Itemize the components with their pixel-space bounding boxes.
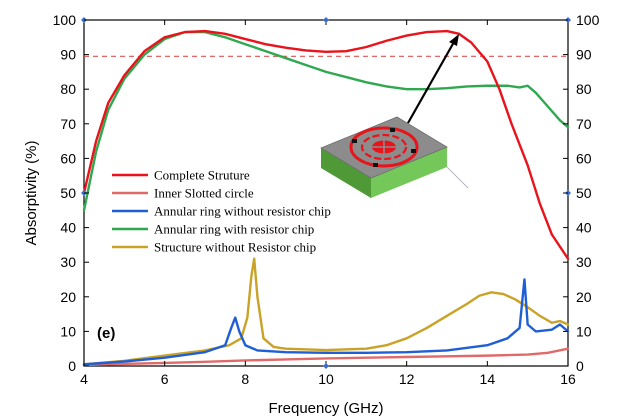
y-tick-label-left: 30 (60, 254, 76, 270)
series-line-3 (82, 30, 570, 212)
y-tick-label-right: 0 (576, 358, 584, 374)
y-tick-label-right: 40 (576, 220, 592, 236)
series-line-0 (82, 29, 570, 260)
series-layer (82, 29, 570, 367)
y-tick-label-right: 10 (576, 323, 592, 339)
axis-marker (323, 363, 329, 369)
x-tick-label: 14 (480, 371, 496, 387)
y-tick-label-left: 70 (60, 116, 76, 132)
legend-label: Structure without Resistor chip (154, 240, 316, 255)
series-line-1 (82, 347, 570, 367)
y-tick-label-left: 10 (60, 323, 76, 339)
y-tick-label-right: 30 (576, 254, 592, 270)
y-tick-label-left: 100 (53, 12, 77, 28)
inset-resistor-chip-4 (373, 163, 378, 167)
x-tick-label: 8 (241, 371, 249, 387)
inset-resistor-chip-2 (411, 149, 416, 153)
y-tick-label-right: 70 (576, 116, 592, 132)
inset-outer-ring (349, 126, 419, 168)
x-tick-label: 12 (399, 371, 415, 387)
structure-inset-image (320, 116, 469, 198)
y-tick-label-left: 90 (60, 47, 76, 63)
legend-label: Annular ring with resistor chip (154, 222, 314, 237)
y-tick-label-right: 100 (576, 12, 600, 28)
x-axis-title: Frequency (GHz) (268, 400, 383, 417)
inset-resistor-chip-3 (390, 128, 395, 132)
y-tick-label-right: 20 (576, 289, 592, 305)
y-tick-label-left: 60 (60, 150, 76, 166)
y-tick-label-left: 40 (60, 220, 76, 236)
y-tick-label-left: 20 (60, 289, 76, 305)
x-tick-label: 16 (560, 371, 576, 387)
y-tick-label-left: 0 (68, 358, 76, 374)
y-tick-label-left: 80 (60, 81, 76, 97)
y-tick-label-right: 50 (576, 185, 592, 201)
y-tick-label-right: 80 (576, 81, 592, 97)
inset-right-face (371, 147, 447, 198)
inset-axis-line (446, 166, 469, 189)
legend-label: Inner Slotted circle (154, 186, 254, 201)
legend-label: Annular ring without resistor chip (154, 204, 331, 219)
inset-resistor-chip-1 (352, 139, 357, 143)
series-line-2 (82, 278, 570, 366)
inset-front-face (321, 148, 371, 198)
legend: Complete Struture Inner Slotted circle Ann… (112, 168, 331, 255)
annotation-arrow (407, 34, 459, 124)
x-tick-label: 4 (80, 371, 88, 387)
series-line-4 (82, 257, 570, 366)
y-axis-title: Absorptivity (%) (23, 140, 40, 245)
x-tick-label: 6 (161, 371, 169, 387)
inset-inner-ring (360, 133, 408, 161)
legend-label: Complete Struture (154, 168, 250, 183)
panel-label: (e) (97, 325, 115, 342)
plot-area (83, 19, 569, 367)
x-tick-label: 10 (318, 371, 334, 387)
axis-marker (323, 17, 329, 23)
y-tick-label-right: 60 (576, 150, 592, 166)
y-tick-label-left: 50 (60, 185, 76, 201)
y-tick-label-right: 90 (576, 47, 592, 63)
